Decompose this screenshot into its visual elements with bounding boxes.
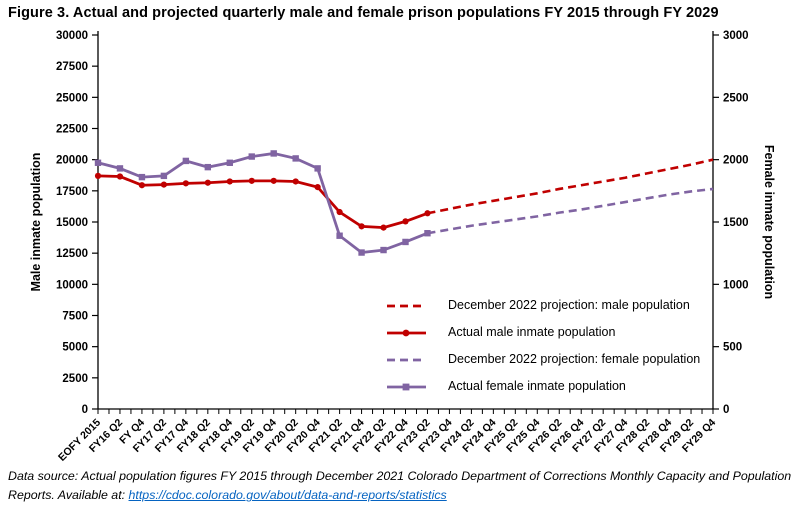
chart-canvas: 0250050007500100001250015000175002000022… xyxy=(29,30,776,463)
data-point-marker xyxy=(116,165,124,172)
data-point-marker xyxy=(248,177,255,184)
right-axis-tick-label: 1000 xyxy=(723,279,749,291)
left-axis-tick-label: 12500 xyxy=(56,248,88,260)
data-point-marker xyxy=(116,173,124,180)
data-point-marker xyxy=(160,172,168,180)
series-line xyxy=(97,152,428,254)
legend-item-projection-female: December 2022 projection: female populat… xyxy=(386,346,706,373)
data-source-note: Data source: Actual population figures F… xyxy=(8,467,794,505)
legend-item-projection-male: December 2022 projection: male populatio… xyxy=(386,292,706,319)
left-axis-tick-label: 0 xyxy=(82,404,88,416)
data-point-marker xyxy=(248,153,255,160)
left-axis-tick-label: 17500 xyxy=(56,186,88,198)
chart-legend: December 2022 projection: male populatio… xyxy=(386,292,706,400)
legend-marker xyxy=(402,383,410,390)
data-point-marker xyxy=(226,159,233,166)
data-point-marker xyxy=(402,218,409,225)
right-axis-tick-label: 2000 xyxy=(723,155,749,167)
data-point-marker xyxy=(94,159,102,166)
left-axis-tick-label: 15000 xyxy=(56,217,88,229)
left-axis-tick-label: 7500 xyxy=(62,311,88,323)
legend-marker xyxy=(402,329,410,336)
data-point-marker xyxy=(424,230,431,237)
right-axis-tick-label: 0 xyxy=(723,404,729,416)
data-point-marker xyxy=(160,181,167,188)
left-axis-tick-label: 22500 xyxy=(56,124,88,136)
series-actual-male xyxy=(94,172,431,231)
data-point-marker xyxy=(314,183,321,191)
series-line xyxy=(427,158,714,215)
data-point-marker xyxy=(138,173,146,181)
legend-label: December 2022 projection: female populat… xyxy=(448,352,701,367)
data-point-marker xyxy=(292,178,299,185)
data-point-marker xyxy=(336,232,343,239)
data-point-marker xyxy=(270,177,277,184)
data-point-marker xyxy=(270,150,277,157)
left-axis-tick-label: 20000 xyxy=(56,155,88,167)
data-point-marker xyxy=(292,155,299,162)
data-point-marker xyxy=(402,238,409,246)
data-point-marker xyxy=(94,172,102,179)
legend-item-actual-male: Actual male inmate population xyxy=(386,319,706,346)
legend-label: December 2022 projection: male populatio… xyxy=(448,298,690,313)
figure-title: Figure 3. Actual and projected quarterly… xyxy=(8,5,719,21)
data-point-marker xyxy=(424,210,431,217)
right-axis-title: Female inmate population xyxy=(762,145,776,299)
legend-sample-dashed-female-icon xyxy=(387,358,426,361)
data-source-link[interactable]: https://cdoc.colorado.gov/about/data-and… xyxy=(128,488,447,503)
left-axis-tick-label: 30000 xyxy=(56,30,88,42)
data-point-marker xyxy=(358,249,365,256)
series-actual-female xyxy=(94,150,431,256)
data-point-marker xyxy=(358,223,365,230)
data-point-marker xyxy=(182,157,190,165)
data-point-marker xyxy=(204,163,212,171)
left-axis-tick-label: 2500 xyxy=(62,373,88,385)
data-point-marker xyxy=(314,165,321,172)
left-axis-tick-label: 25000 xyxy=(56,92,88,104)
left-axis-tick-label: 10000 xyxy=(56,279,88,291)
data-point-marker xyxy=(204,179,211,186)
data-point-marker xyxy=(336,208,343,216)
data-point-marker xyxy=(182,180,189,187)
series-line xyxy=(97,174,428,230)
legend-sample-solid-male-icon xyxy=(387,329,426,336)
left-axis-tick-label: 5000 xyxy=(62,342,88,354)
legend-item-actual-female: Actual female inmate population xyxy=(386,373,706,400)
data-point-marker xyxy=(138,182,146,189)
data-source-text: Data source: Actual population figures F… xyxy=(8,469,792,503)
data-point-marker xyxy=(226,178,233,185)
series-projection-male xyxy=(427,158,714,215)
left-axis: 0 2500 5000 7500 10000 12500 15000 17500 20000 22… xyxy=(56,30,98,416)
left-axis-tick-label: 27500 xyxy=(56,61,88,73)
right-axis-tick-label: 3000 xyxy=(723,30,749,42)
data-point-marker xyxy=(380,246,387,254)
right-axis-tick-label: 500 xyxy=(723,342,742,354)
right-axis-tick-label: 2500 xyxy=(723,92,749,104)
series-line xyxy=(427,187,714,235)
legend-label: Actual female inmate population xyxy=(448,379,626,394)
data-point-marker xyxy=(380,224,387,231)
right-axis-tick-label: 1500 xyxy=(723,217,749,229)
left-axis-title: Male inmate population xyxy=(29,153,43,292)
legend-label: Actual male inmate population xyxy=(448,325,616,340)
legend-sample-dashed-male-icon xyxy=(387,304,426,307)
series-projection-female xyxy=(427,187,714,235)
legend-sample-solid-female-icon xyxy=(387,383,426,390)
right-axis: 0 500 1000 1500 2000 2500 3000 xyxy=(713,30,749,416)
